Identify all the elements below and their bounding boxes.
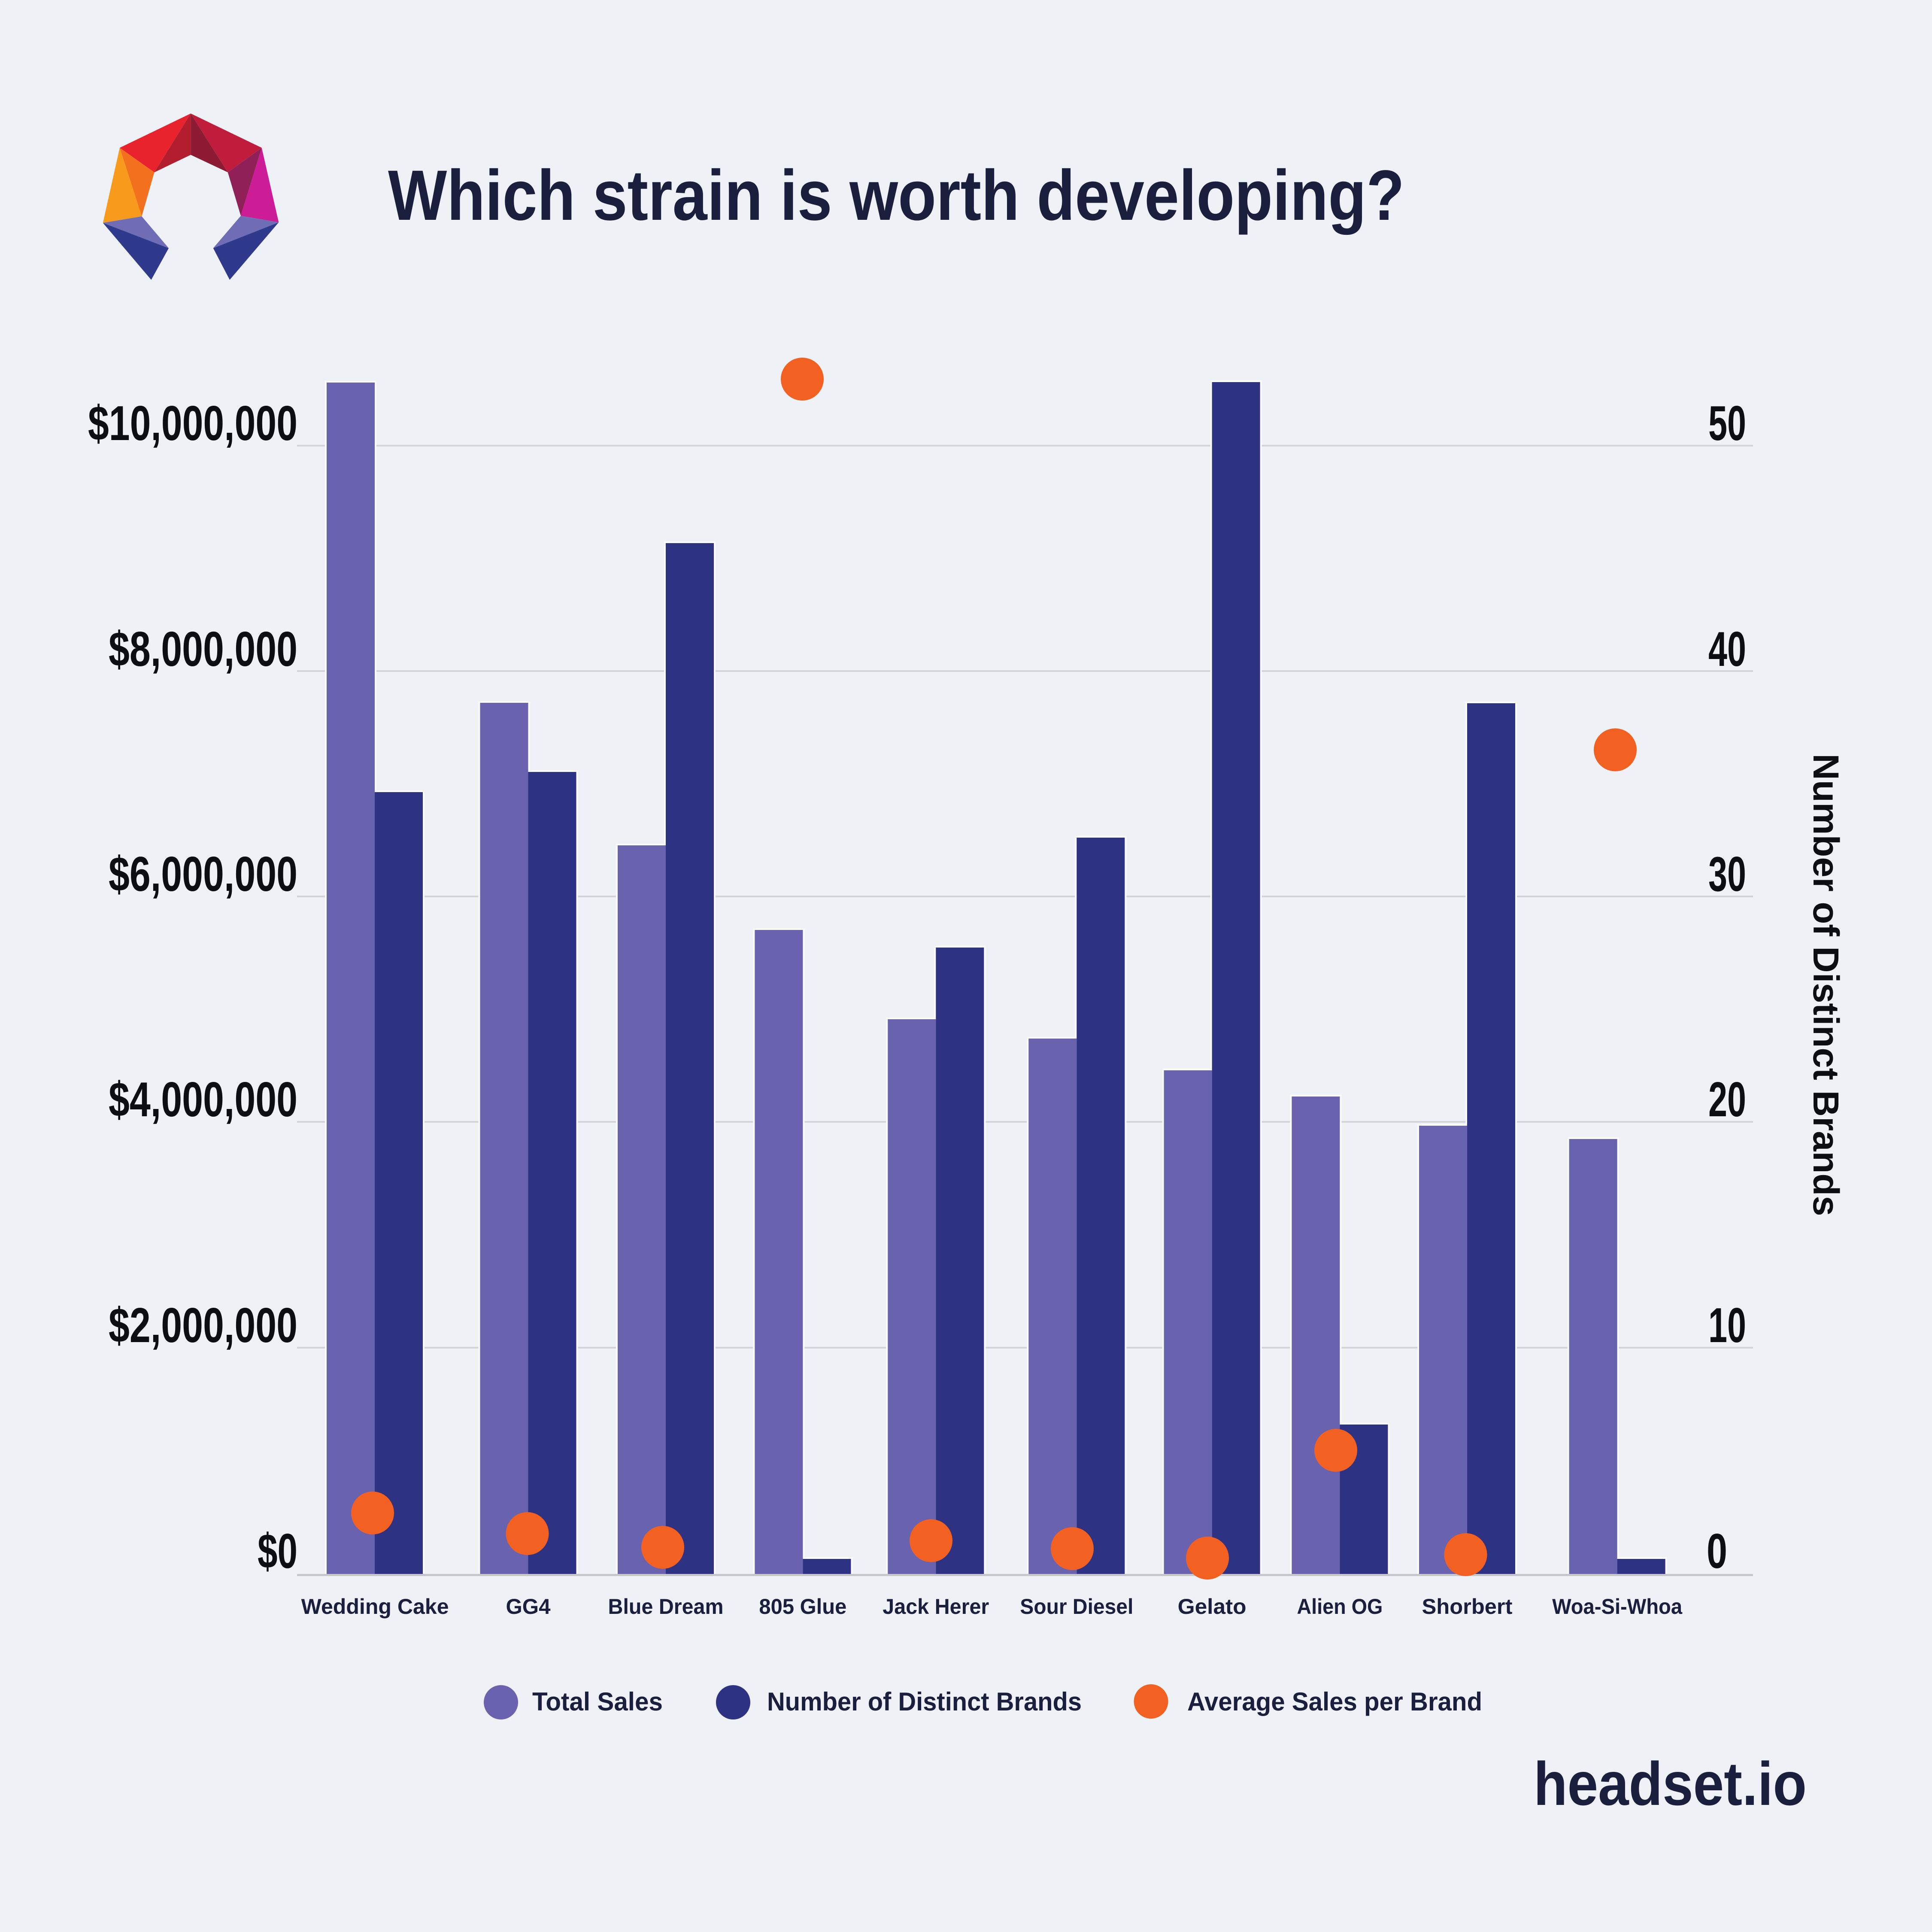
svg-text:Which strain is worth developi: Which strain is worth developing? [388, 156, 1404, 235]
svg-text:Wedding Cake: Wedding Cake [301, 1595, 449, 1619]
svg-text:Number of Distinct Brands: Number of Distinct Brands [767, 1687, 1082, 1716]
svg-text:$2,000,000: $2,000,000 [109, 1298, 297, 1353]
svg-text:$10,000,000: $10,000,000 [88, 396, 297, 451]
svg-text:Alien OG: Alien OG [1297, 1595, 1383, 1619]
svg-text:0: 0 [1707, 1524, 1727, 1579]
svg-text:$8,000,000: $8,000,000 [109, 622, 297, 677]
svg-text:headset.io: headset.io [1534, 1750, 1807, 1818]
svg-text:Average Sales per Brand: Average Sales per Brand [1187, 1687, 1482, 1716]
svg-text:50: 50 [1708, 396, 1746, 451]
svg-text:$0: $0 [258, 1524, 297, 1579]
svg-text:Number of Distinct Brands: Number of Distinct Brands [1806, 754, 1846, 1216]
svg-text:Sour Diesel: Sour Diesel [1020, 1595, 1133, 1619]
svg-text:$4,000,000: $4,000,000 [109, 1072, 297, 1127]
svg-text:805 Glue: 805 Glue [759, 1595, 846, 1619]
svg-text:40: 40 [1708, 622, 1746, 677]
svg-text:10: 10 [1708, 1298, 1746, 1353]
svg-text:Gelato: Gelato [1178, 1595, 1247, 1619]
svg-text:Blue Dream: Blue Dream [608, 1595, 724, 1619]
svg-text:$6,000,000: $6,000,000 [109, 847, 297, 902]
svg-text:30: 30 [1708, 847, 1746, 902]
svg-text:Total Sales: Total Sales [532, 1687, 663, 1716]
svg-text:Woa-Si-Whoa: Woa-Si-Whoa [1552, 1595, 1683, 1619]
svg-text:Jack Herer: Jack Herer [883, 1595, 989, 1619]
svg-text:Shorbert: Shorbert [1422, 1595, 1513, 1619]
svg-text:GG4: GG4 [506, 1595, 551, 1619]
svg-text:20: 20 [1708, 1072, 1746, 1127]
